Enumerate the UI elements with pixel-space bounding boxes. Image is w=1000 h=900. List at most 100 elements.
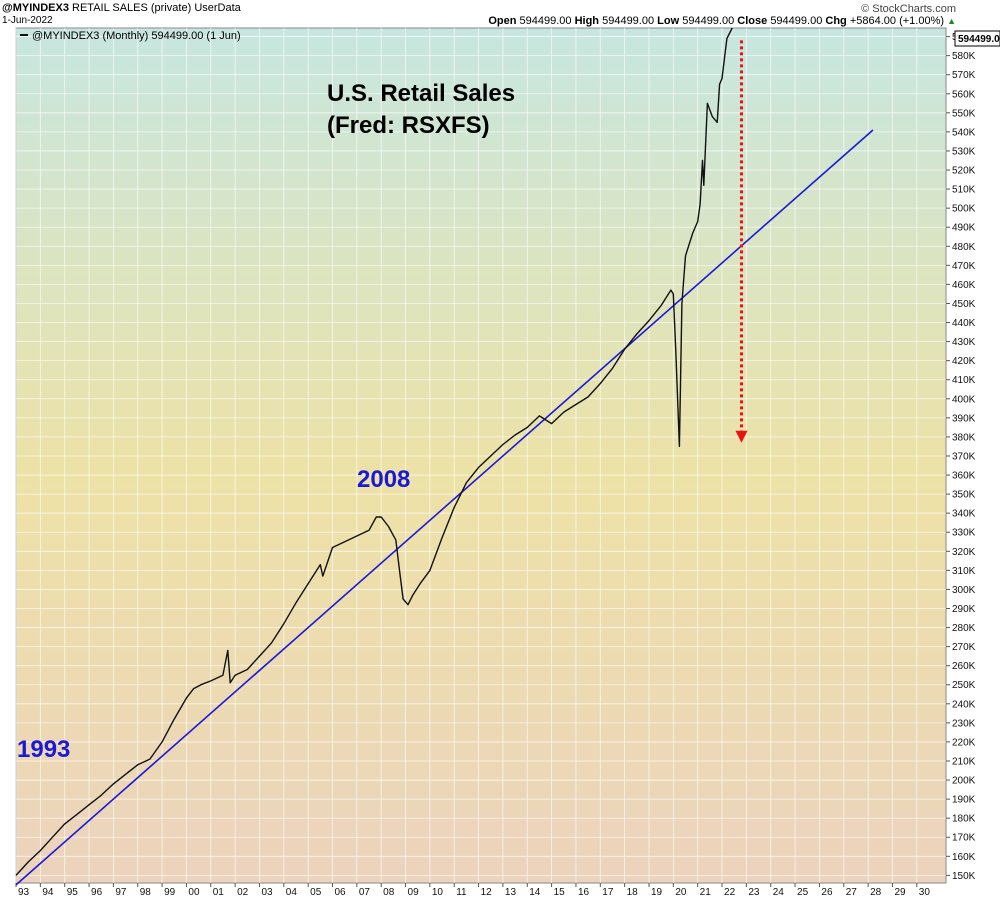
chg-value: +5864.00 (+1.00%) — [849, 15, 945, 27]
y-tick-label: 410K — [952, 375, 976, 386]
y-tick-label: 290K — [952, 604, 976, 615]
x-tick-label: 01 — [213, 887, 225, 898]
open-label: Open — [488, 15, 517, 27]
close-label: Close — [737, 15, 768, 27]
index-name: RETAIL SALES (private) — [72, 2, 192, 14]
x-tick-label: 07 — [359, 887, 371, 898]
plot-background — [15, 27, 947, 884]
y-tick-label: 480K — [952, 242, 976, 253]
high-label: High — [574, 15, 600, 27]
y-tick-label: 450K — [952, 299, 976, 310]
x-tick-label: 03 — [261, 887, 273, 898]
x-tick-label: 21 — [700, 887, 712, 898]
x-tick-label: 08 — [383, 887, 395, 898]
high-value: 594499.00 — [602, 15, 655, 27]
price-line — [15, 27, 733, 876]
last-value-label: 594499.0 — [954, 30, 1000, 47]
y-tick-label: 220K — [952, 737, 976, 748]
annotation-title-line2: (Fred: RSXFS) — [327, 112, 490, 139]
y-tick-label: 230K — [952, 718, 976, 729]
x-tick-label: 16 — [578, 887, 590, 898]
x-tick-label: 28 — [870, 887, 882, 898]
x-tick-label: 09 — [408, 887, 420, 898]
chg-arrow-icon: ▲ — [947, 16, 956, 26]
y-tick-label: 380K — [952, 432, 976, 443]
x-tick-label: 95 — [67, 887, 79, 898]
y-tick-label: 210K — [952, 756, 976, 767]
x-tick-label: 13 — [505, 887, 517, 898]
x-tick-label: 06 — [334, 887, 346, 898]
forecast-arrow-head — [735, 430, 748, 443]
x-tick-label: 97 — [115, 887, 127, 898]
y-tick-label: 370K — [952, 451, 976, 462]
y-tick-label: 360K — [952, 471, 976, 482]
y-tick-label: 490K — [952, 223, 976, 234]
y-tick-label: 460K — [952, 280, 976, 291]
y-tick-label: 240K — [952, 699, 976, 710]
y-axis-ticks: 150K 160K 170K 180K 190K 200K 210K 220K 230K 240K… — [946, 32, 976, 882]
x-tick-label: 15 — [554, 887, 566, 898]
x-tick-label: 24 — [773, 887, 785, 898]
ohlc-readout: Open 594499.00 High 594499.00 Low 594499… — [488, 15, 956, 27]
low-label: Low — [657, 15, 680, 27]
y-tick-label: 540K — [952, 127, 976, 138]
annotation-1993: 1993 — [17, 736, 70, 763]
y-tick-label: 430K — [952, 337, 976, 348]
y-tick-label: 580K — [952, 51, 976, 62]
x-tick-label: 00 — [188, 887, 200, 898]
y-tick-label: 510K — [952, 185, 976, 196]
x-tick-label: 18 — [627, 887, 639, 898]
y-tick-label: 570K — [952, 70, 976, 81]
y-tick-label: 550K — [952, 108, 976, 119]
x-tick-label: 93 — [18, 887, 30, 898]
x-axis-ticks: 93 94 95 96 97 98 99 00 01 02 03 04 05 06 07 08 09 10 11 12… — [15, 883, 931, 898]
open-value: 594499.00 — [519, 15, 572, 27]
x-tick-label: 12 — [481, 887, 493, 898]
x-tick-label: 19 — [651, 887, 663, 898]
legend-text: @MYINDEX3 (Monthly) 594499.00 (1 Jun) — [32, 30, 241, 42]
x-tick-label: 05 — [310, 887, 322, 898]
x-tick-label: 20 — [675, 887, 687, 898]
x-tick-label: 98 — [140, 887, 152, 898]
last-value-text: 594499.0 — [958, 34, 1000, 45]
x-tick-label: 23 — [748, 887, 760, 898]
chart-date: 1-Jun-2022 — [2, 15, 53, 26]
y-tick-label: 180K — [952, 814, 976, 825]
x-tick-label: 30 — [919, 887, 931, 898]
close-value: 594499.00 — [770, 15, 823, 27]
y-tick-label: 250K — [952, 680, 976, 691]
y-tick-label: 320K — [952, 547, 976, 558]
y-tick-label: 150K — [952, 871, 976, 882]
trend-line — [15, 129, 874, 886]
x-tick-label: 17 — [602, 887, 614, 898]
x-tick-label: 94 — [42, 887, 54, 898]
y-tick-label: 560K — [952, 89, 976, 100]
y-tick-label: 340K — [952, 509, 976, 520]
x-tick-label: 10 — [432, 887, 444, 898]
y-tick-label: 420K — [952, 356, 976, 367]
x-tick-label: 99 — [164, 887, 176, 898]
grid-lines — [15, 28, 946, 883]
y-tick-label: 470K — [952, 261, 976, 272]
y-tick-label: 170K — [952, 833, 976, 844]
y-tick-label: 310K — [952, 566, 976, 577]
y-tick-label: 200K — [952, 776, 976, 787]
x-tick-label: 22 — [724, 887, 736, 898]
y-tick-label: 300K — [952, 585, 976, 596]
low-value: 594499.00 — [682, 15, 735, 27]
y-tick-label: 500K — [952, 204, 976, 215]
y-tick-label: 270K — [952, 642, 976, 653]
chg-label: Chg — [825, 15, 847, 27]
chart-header: @MYINDEX3 RETAIL SALES (private) UserDat… — [2, 2, 241, 14]
symbol-label: @MYINDEX3 — [2, 2, 69, 14]
y-tick-label: 350K — [952, 490, 976, 501]
stockcharts-credit: © StockCharts.com — [861, 3, 956, 15]
y-tick-label: 400K — [952, 394, 976, 405]
y-tick-label: 520K — [952, 166, 976, 177]
x-tick-label: 27 — [846, 887, 858, 898]
y-tick-label: 260K — [952, 661, 976, 672]
x-tick-label: 96 — [91, 887, 103, 898]
y-tick-label: 390K — [952, 413, 976, 424]
series-layer — [15, 27, 874, 886]
